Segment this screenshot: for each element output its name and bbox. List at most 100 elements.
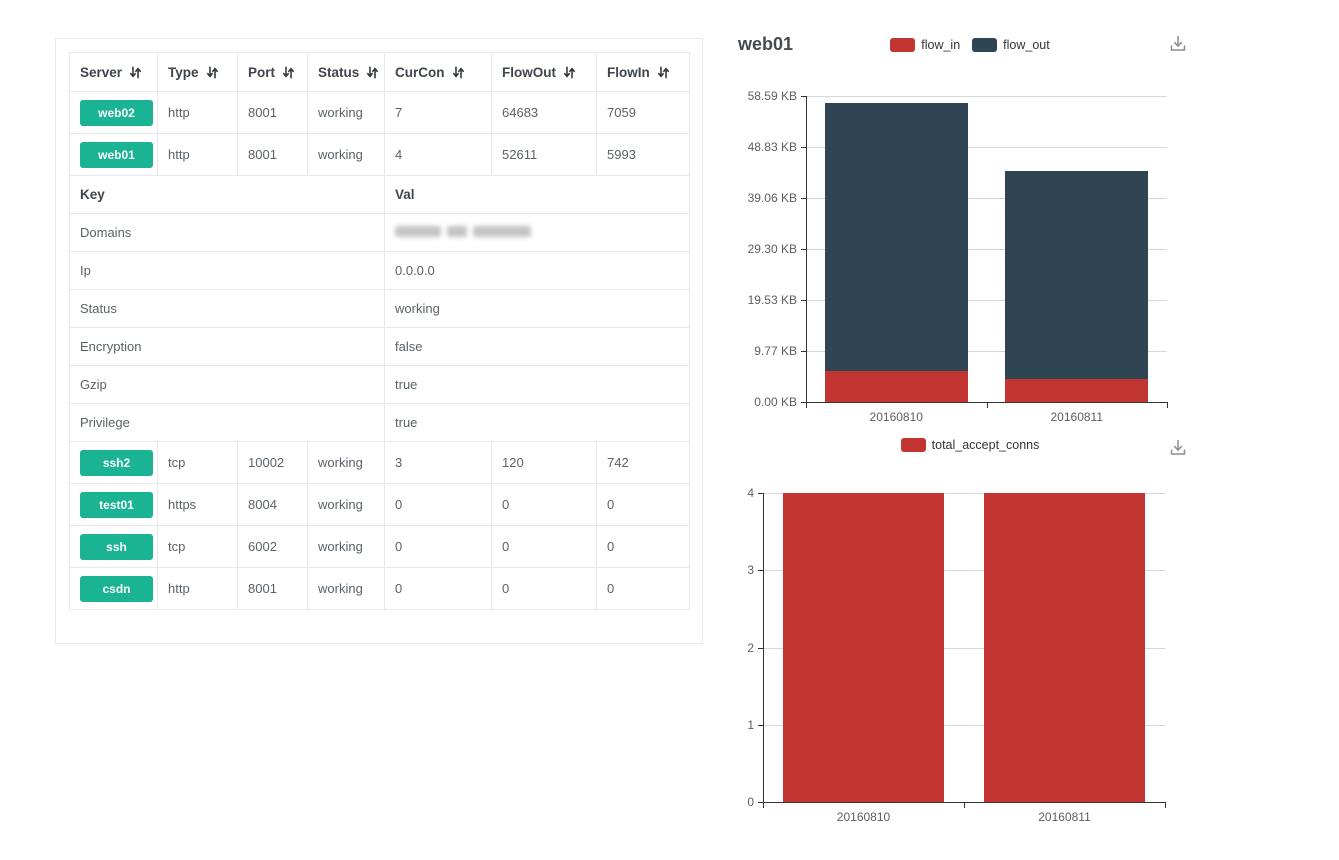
sort-icon: [129, 66, 142, 79]
column-label: Status: [318, 64, 360, 80]
redacted-block: [447, 226, 467, 237]
server-badge[interactable]: web01: [80, 141, 153, 168]
legend-label: flow_in: [921, 38, 961, 52]
y-tick: [758, 802, 763, 803]
chart-legend: flow_in flow_out: [720, 38, 1220, 57]
x-axis-label: 20160811: [1050, 410, 1104, 424]
y-axis-label: 39.06 KB: [747, 191, 797, 205]
server-row-web01: web01 http 8001 working 4 52611 5993: [69, 133, 690, 176]
gridline: [806, 351, 1167, 352]
kv-val: true: [384, 365, 690, 404]
cell-port: 8001: [237, 567, 308, 610]
column-label: FlowOut: [502, 64, 556, 80]
cell-status: working: [307, 133, 385, 176]
server-badge[interactable]: test01: [80, 491, 153, 518]
chart-legend: total_accept_conns: [720, 438, 1220, 457]
column-header-server[interactable]: Server: [69, 52, 158, 92]
y-axis-label: 3: [747, 563, 754, 578]
kv-key: Ip: [69, 251, 385, 290]
x-tick: [1165, 803, 1166, 808]
legend-swatch: [890, 38, 916, 52]
server-table: Server Type Port Status CurCon FlowOut FlowIn …: [69, 52, 690, 610]
cell-curcon: 0: [384, 525, 492, 568]
cell-server: ssh: [69, 525, 158, 568]
kv-row-status: Status working: [69, 289, 690, 328]
x-axis-label: 20160811: [1038, 810, 1091, 824]
y-axis-label: 0: [747, 795, 754, 809]
server-badge[interactable]: ssh: [80, 533, 153, 560]
column-header-port[interactable]: Port: [237, 52, 308, 92]
server-badge[interactable]: web02: [80, 99, 153, 126]
gridline: [763, 570, 1165, 572]
cell-port: 8001: [237, 91, 308, 134]
sort-icon: [367, 66, 379, 79]
y-axis-label: 58.59 KB: [747, 89, 797, 103]
conns-chart: total_accept_conns 20160810 20160811 0 1 2 3 4: [720, 426, 1220, 846]
server-badge[interactable]: csdn: [80, 575, 153, 602]
kv-key: Gzip: [69, 365, 385, 404]
gridline: [806, 300, 1167, 301]
column-header-curcon[interactable]: CurCon: [384, 52, 492, 92]
legend-swatch: [900, 438, 926, 452]
column-header-flowin[interactable]: FlowIn: [596, 52, 690, 92]
bar-flow_in-20160810[interactable]: [824, 371, 968, 402]
cell-flowin: 0: [596, 483, 690, 526]
x-tick: [986, 403, 988, 408]
bar-total_accept_conns-20160810[interactable]: [783, 493, 944, 802]
bar-total_accept_conns-20160811[interactable]: [984, 493, 1145, 802]
server-badge[interactable]: ssh2: [80, 449, 153, 476]
column-label: Type: [168, 64, 199, 80]
cell-curcon: 4: [384, 133, 492, 176]
kv-val-header: Val: [384, 175, 690, 214]
cell-type: http: [157, 567, 238, 610]
cell-port: 8001: [237, 133, 308, 176]
legend-item-flow_in[interactable]: flow_in: [890, 38, 960, 52]
y-tick: [801, 300, 806, 301]
y-axis-label: 2: [747, 640, 754, 655]
cell-flowout: 64683: [491, 91, 597, 134]
cell-curcon: 3: [384, 441, 492, 484]
cell-status: working: [307, 525, 385, 568]
gridline: [806, 96, 1167, 97]
cell-flowout: 52611: [491, 133, 597, 176]
cell-flowin: 0: [596, 567, 690, 610]
gridline: [763, 647, 1165, 649]
kv-row-ip: Ip 0.0.0.0: [69, 251, 690, 290]
server-row-csdn: csdn http 8001 working 0 0 0: [69, 567, 690, 610]
y-tick: [801, 198, 806, 199]
kv-key: Privilege: [69, 403, 385, 442]
bar-flow_in-20160811[interactable]: [1005, 378, 1149, 402]
cell-flowout: 0: [491, 483, 597, 526]
cell-type: http: [157, 91, 238, 134]
y-axis-label: 9.77 KB: [754, 344, 797, 358]
bar-flow_out-20160810[interactable]: [824, 103, 968, 372]
column-header-status[interactable]: Status: [307, 52, 385, 92]
cell-flowin: 742: [596, 441, 690, 484]
legend-item-flow_out[interactable]: flow_out: [972, 38, 1050, 52]
x-axis-label: 20160810: [869, 410, 923, 424]
column-header-flowout[interactable]: FlowOut: [491, 52, 597, 92]
gridline: [806, 147, 1167, 148]
cell-flowin: 5993: [596, 133, 690, 176]
sort-icon: [282, 66, 295, 79]
kv-key-header: Key: [69, 175, 385, 214]
y-tick: [801, 351, 806, 352]
cell-type: http: [157, 133, 238, 176]
legend-item-total_accept_conns[interactable]: total_accept_conns: [900, 438, 1039, 452]
download-icon[interactable]: [1166, 436, 1190, 460]
column-label: Server: [80, 64, 123, 80]
y-axis-label: 29.30 KB: [747, 242, 797, 256]
download-icon[interactable]: [1166, 32, 1190, 56]
column-header-type[interactable]: Type: [157, 52, 238, 92]
column-label: Port: [248, 64, 275, 80]
y-tick: [758, 570, 763, 572]
y-axis-line: [806, 96, 807, 402]
cell-flowout: 0: [491, 525, 597, 568]
column-label: CurCon: [395, 64, 445, 80]
x-axis-line: [763, 802, 1166, 803]
cell-flowin: 7059: [596, 91, 690, 134]
cell-status: working: [307, 567, 385, 610]
cell-status: working: [307, 91, 385, 134]
bar-flow_out-20160811[interactable]: [1005, 171, 1149, 379]
chart-title: web01: [738, 34, 794, 54]
